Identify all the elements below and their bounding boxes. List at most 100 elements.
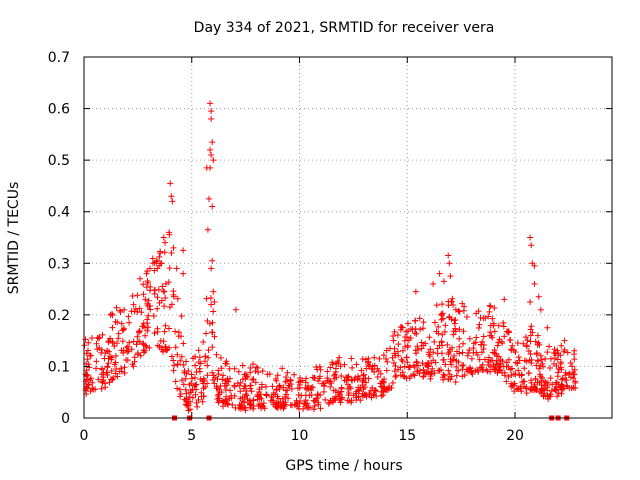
data-point <box>283 391 290 398</box>
data-point <box>445 375 452 382</box>
data-point <box>171 362 178 369</box>
data-point <box>248 388 255 395</box>
data-point <box>449 295 456 302</box>
data-point <box>490 322 497 329</box>
data-point <box>503 378 510 385</box>
data-point <box>452 328 459 335</box>
data-point <box>521 365 528 372</box>
data-point <box>546 365 553 372</box>
axis-ticks <box>83 56 612 419</box>
data-point <box>115 335 122 342</box>
data-point <box>305 404 312 411</box>
data-point <box>547 393 554 400</box>
data-point <box>473 349 480 356</box>
data-point <box>360 385 367 392</box>
y-tick-label: 0.4 <box>48 205 70 221</box>
data-point <box>142 342 149 349</box>
data-point <box>512 349 519 356</box>
data-point <box>83 385 90 392</box>
data-point <box>414 343 421 350</box>
data-point <box>160 234 167 241</box>
data-point <box>154 265 161 272</box>
data-point <box>210 372 217 379</box>
data-point <box>159 283 166 290</box>
data-point <box>572 378 579 385</box>
data-point <box>315 377 322 384</box>
data-point <box>235 368 242 375</box>
x-tick-label: 15 <box>398 428 416 444</box>
data-point <box>109 376 116 383</box>
data-point <box>160 338 167 345</box>
data-point <box>189 375 196 382</box>
data-point <box>397 372 404 379</box>
data-point <box>413 330 420 337</box>
data-point <box>571 347 578 354</box>
data-point <box>288 381 295 388</box>
data-point <box>380 389 387 396</box>
data-point <box>527 332 534 339</box>
chart-title: Day 334 of 2021, SRMTID for receiver ver… <box>194 20 495 36</box>
data-point <box>345 373 352 380</box>
data-point <box>438 350 445 357</box>
data-point <box>107 311 114 318</box>
data-point <box>247 382 254 389</box>
data-point <box>108 356 115 363</box>
data-point <box>300 405 307 412</box>
data-point <box>273 386 280 393</box>
data-point <box>142 296 149 303</box>
data-point <box>527 298 534 305</box>
data-point <box>542 355 549 362</box>
data-point <box>145 297 152 304</box>
data-point <box>98 385 105 392</box>
data-point <box>262 383 269 390</box>
data-point <box>399 324 406 331</box>
data-point <box>461 372 468 379</box>
data-point <box>172 344 179 351</box>
data-point <box>225 378 232 385</box>
data-point <box>144 327 151 334</box>
data-point <box>170 367 177 374</box>
data-point <box>461 303 468 310</box>
data-point <box>518 372 525 379</box>
data-point <box>391 368 398 375</box>
data-point <box>554 393 561 400</box>
data-point <box>210 376 216 383</box>
data-point <box>527 234 534 241</box>
data-point <box>222 386 229 393</box>
data-point <box>314 395 321 402</box>
data-point <box>147 265 154 272</box>
data-point <box>210 157 217 164</box>
data-point <box>419 325 426 332</box>
data-point <box>223 382 230 389</box>
data-point <box>319 380 326 387</box>
data-point <box>515 354 522 361</box>
data-point <box>347 385 354 392</box>
data-point <box>180 270 187 277</box>
data-point <box>142 332 149 339</box>
data-point <box>531 383 538 390</box>
data-point <box>441 372 448 379</box>
data-point <box>476 365 483 372</box>
data-point <box>288 385 295 392</box>
data-point <box>291 371 298 378</box>
data-point <box>183 401 190 408</box>
data-point <box>551 386 558 393</box>
data-point <box>308 387 315 394</box>
data-point <box>232 306 239 313</box>
data-point <box>259 367 266 374</box>
data-point <box>215 371 222 378</box>
data-point <box>528 379 535 386</box>
data-point <box>419 360 426 367</box>
data-point <box>185 407 192 414</box>
data-point <box>232 404 239 411</box>
data-point <box>567 374 574 381</box>
data-point <box>131 308 138 315</box>
data-point <box>524 337 531 344</box>
data-point <box>390 359 397 366</box>
data-point <box>250 405 257 412</box>
data-point <box>489 357 496 364</box>
data-point <box>371 354 378 361</box>
data-point <box>561 337 568 344</box>
data-point <box>99 379 106 386</box>
data-point <box>239 376 246 383</box>
